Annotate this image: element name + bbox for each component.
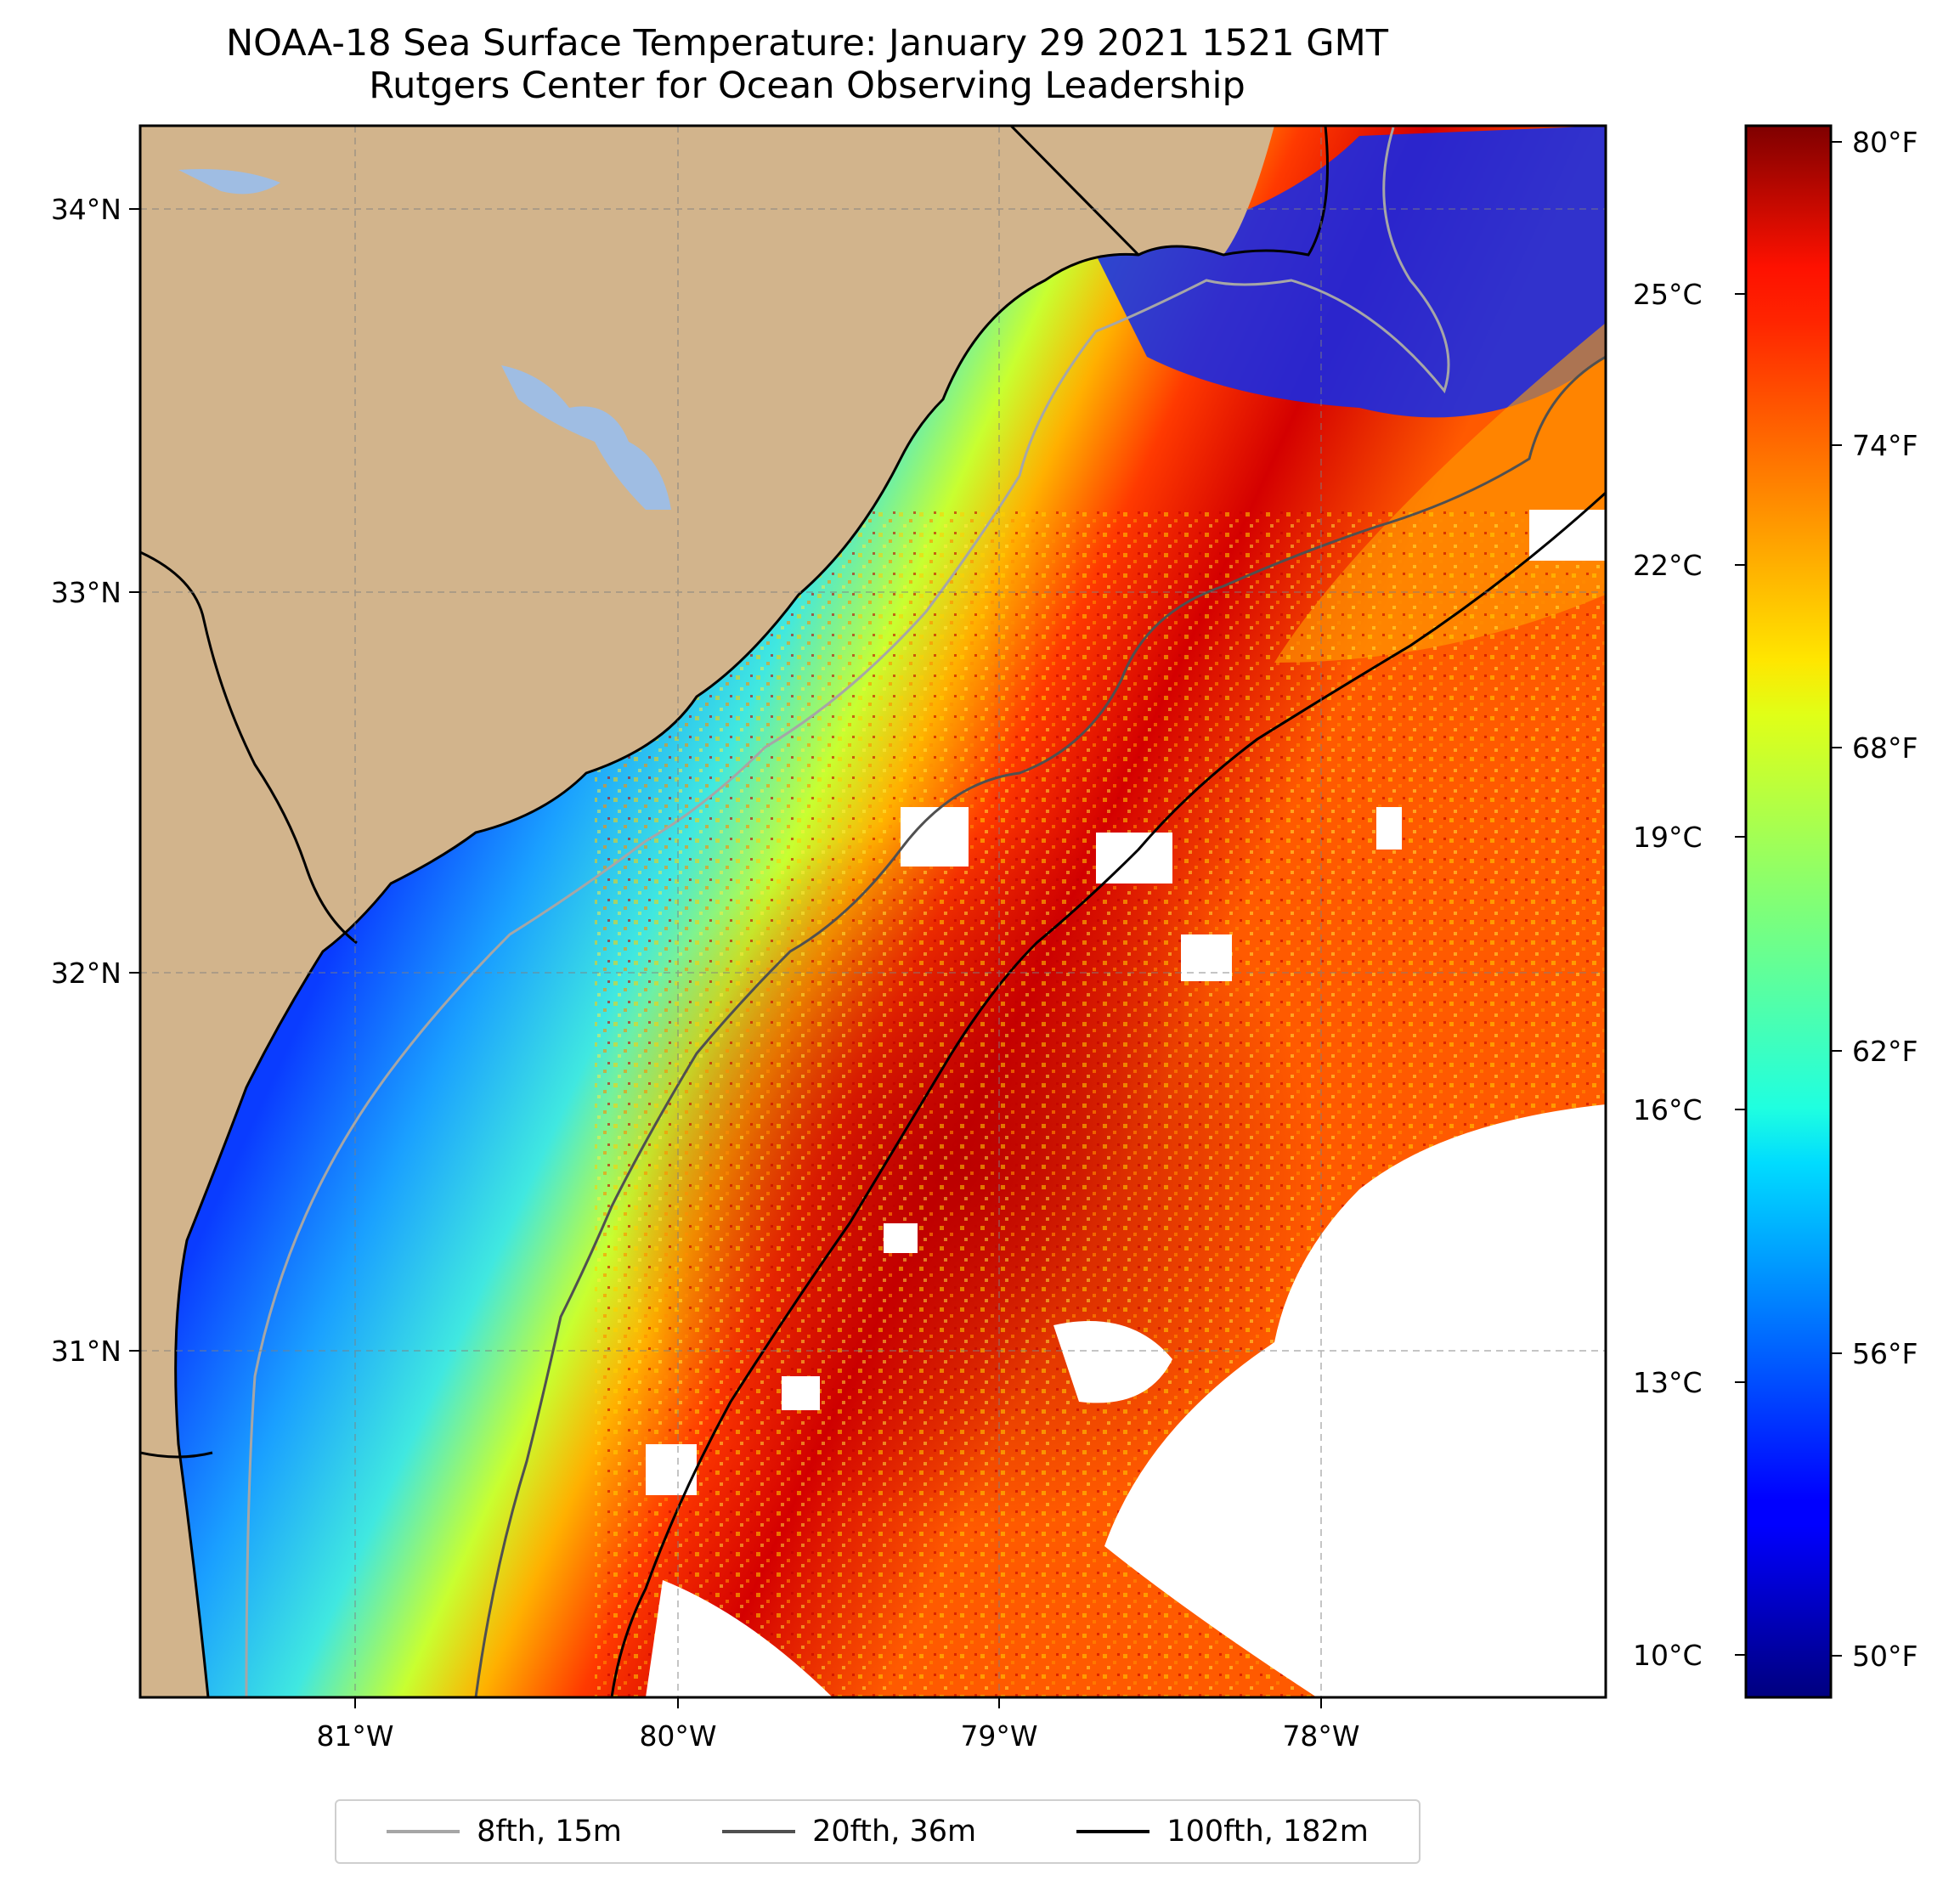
cbar-f-56: 56°F: [1852, 1337, 1918, 1370]
legend-entry-100fth: 100fth, 182m: [1076, 1815, 1369, 1849]
map-plot: [140, 126, 1606, 1697]
colorbar-gradient: [1744, 124, 1833, 1699]
state-boundaries: [140, 126, 1140, 1459]
cbar-c-22: 22°C: [1633, 549, 1703, 582]
isobath-8fth: [245, 127, 1450, 1697]
coastline: [174, 126, 1329, 1697]
lat-ticks: 34°N 33°N 32°N 31°N: [51, 193, 140, 1368]
legend-label-8fth: 8fth, 15m: [477, 1815, 622, 1849]
cbar-f-62: 62°F: [1852, 1035, 1918, 1068]
title-line-2: Rutgers Center for Ocean Observing Leade…: [369, 65, 1245, 107]
lake-marion: [501, 365, 671, 510]
cbar-f-74: 74°F: [1852, 429, 1918, 462]
lon-ticks: 81°W 80°W 79°W 78°W: [316, 1697, 1360, 1753]
lon-label-81: 81°W: [316, 1719, 393, 1753]
gridlines: [140, 126, 1606, 1697]
lon-label-80: 80°W: [639, 1719, 716, 1753]
cbar-c-25: 25°C: [1633, 278, 1703, 311]
lon-label-78: 78°W: [1282, 1719, 1359, 1753]
colorbar: 25°C 22°C 19°C 16°C 13°C 10°C 80°F 74°F …: [1633, 124, 1918, 1699]
lake-northwest: [178, 169, 280, 195]
legend-line-100fth: [1076, 1830, 1150, 1833]
lat-label-34: 34°N: [51, 193, 121, 226]
legend-entry-8fth: 8fth, 15m: [387, 1815, 622, 1849]
cbar-c-13: 13°C: [1633, 1366, 1703, 1399]
cbar-c-16: 16°C: [1633, 1093, 1703, 1126]
lat-label-31: 31°N: [51, 1335, 121, 1368]
map-title: NOAA-18 Sea Surface Temperature: January…: [0, 22, 1614, 107]
cbar-f-80: 80°F: [1852, 126, 1918, 159]
legend-label-20fth: 20fth, 36m: [812, 1815, 977, 1849]
cbar-f-50: 50°F: [1852, 1640, 1918, 1673]
lat-label-33: 33°N: [51, 576, 121, 609]
lon-label-79: 79°W: [960, 1719, 1037, 1753]
cbar-c-19: 19°C: [1633, 821, 1703, 854]
isobath-100fth: [610, 491, 1606, 1697]
isobath-20fth: [474, 355, 1606, 1697]
map-frame: [138, 124, 1607, 1699]
lat-label-32: 32°N: [51, 957, 121, 990]
title-line-1: NOAA-18 Sea Surface Temperature: January…: [226, 22, 1388, 65]
legend-line-8fth: [387, 1830, 460, 1833]
legend-entry-20fth: 20fth, 36m: [722, 1815, 976, 1849]
legend-label-100fth: 100fth, 182m: [1166, 1815, 1369, 1849]
northern-cold-band: [1096, 126, 1606, 418]
legend-line-20fth: [722, 1830, 796, 1833]
cbar-c-10: 10°C: [1633, 1639, 1703, 1672]
no-data-regions: [646, 510, 1606, 1697]
land-mass: [140, 126, 1274, 1697]
isobath-legend: 8fth, 15m 20fth, 36m 100fth, 182m: [335, 1799, 1421, 1864]
cbar-f-68: 68°F: [1852, 731, 1918, 765]
